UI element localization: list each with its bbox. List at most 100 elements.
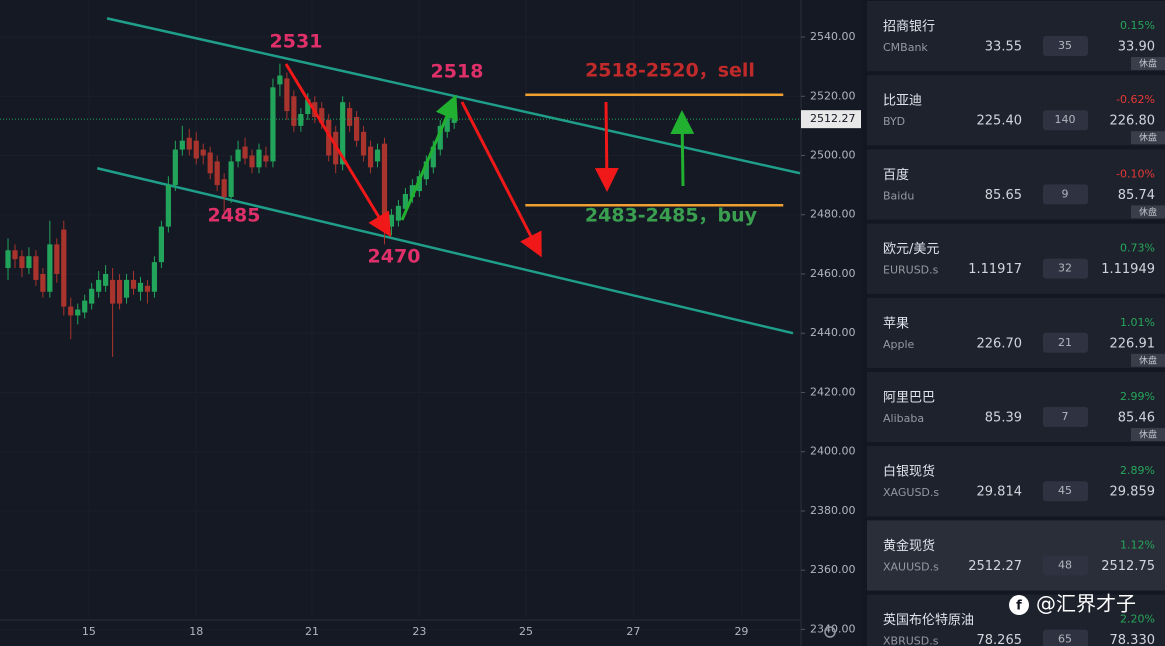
- annotation: 2485: [208, 205, 261, 227]
- watermark: f @汇界才子: [1009, 592, 1136, 616]
- arrows: [284, 63, 695, 258]
- watermark-text: @汇界才子: [1036, 592, 1136, 616]
- watchlist-row[interactable]: [867, 223, 1165, 294]
- candle-body: [26, 256, 32, 269]
- candle-body: [381, 143, 388, 221]
- volume: 140: [1055, 113, 1076, 126]
- bid: 33.55: [985, 40, 1022, 55]
- candle-body: [340, 102, 346, 165]
- candle-body: [151, 262, 158, 292]
- y-tick-label: 2500.00: [810, 149, 856, 162]
- trend-line: [96, 167, 794, 335]
- watchlist-row[interactable]: [867, 75, 1165, 146]
- arrow: [284, 63, 392, 238]
- candle-body: [298, 114, 304, 126]
- settings-icon[interactable]: [824, 626, 836, 638]
- annotation: 2470: [368, 246, 421, 268]
- watchlist-row[interactable]: [867, 446, 1165, 517]
- change: 2.89%: [1120, 464, 1155, 477]
- candle-body: [235, 149, 241, 162]
- x-tick-label: 23: [412, 625, 426, 638]
- candle-body: [354, 116, 360, 141]
- status: 休盘: [1139, 354, 1157, 366]
- bid: 85.39: [985, 411, 1022, 426]
- candle-body: [172, 149, 178, 186]
- candle-body: [228, 161, 234, 197]
- candle-body: [89, 288, 95, 304]
- candle-body: [270, 87, 276, 162]
- volume: 21: [1058, 336, 1072, 349]
- candle-body: [207, 152, 213, 174]
- candle-body: [68, 306, 74, 316]
- candle-body: [186, 137, 192, 150]
- volume: 9: [1062, 187, 1069, 200]
- candle-body: [116, 279, 123, 304]
- volume: 65: [1058, 633, 1072, 646]
- y-tick-label: 2440.00: [810, 326, 856, 339]
- ask: 78.330: [1110, 633, 1156, 646]
- watchlist-row[interactable]: [867, 297, 1165, 368]
- volume: 7: [1062, 410, 1069, 423]
- ask: 85.46: [1118, 411, 1155, 426]
- y-tick-label: 2340.00: [810, 622, 856, 635]
- arrow: [400, 94, 458, 221]
- bid: 2512.27: [968, 559, 1022, 574]
- volume-box: [1043, 36, 1088, 56]
- change: 1.12%: [1120, 538, 1155, 551]
- candle-body: [40, 273, 46, 292]
- y-tick-label: 2460.00: [810, 267, 856, 280]
- candle-body: [61, 229, 67, 307]
- watchlist-row[interactable]: [867, 372, 1165, 443]
- symbol-name: 黄金现货: [883, 538, 935, 554]
- volume-box: [1043, 332, 1088, 353]
- symbol-name: 招商银行: [883, 20, 935, 35]
- candle-body: [430, 146, 436, 168]
- volume-box: [1043, 184, 1088, 205]
- volume: 48: [1058, 558, 1072, 571]
- status-tag: [1131, 428, 1165, 441]
- volume-box: [1043, 258, 1088, 279]
- volume-box: [1043, 481, 1088, 502]
- symbol-code: CMBank: [883, 41, 928, 54]
- chart-background: [0, 0, 862, 646]
- candle-body: [444, 116, 450, 132]
- candle-body: [319, 108, 325, 123]
- candle-body: [221, 179, 227, 197]
- x-tick-label: 18: [189, 625, 203, 638]
- y-tick-label: 2360.00: [810, 563, 856, 576]
- volume: 32: [1058, 262, 1072, 275]
- candle-body: [284, 78, 290, 112]
- candle-body: [103, 273, 109, 286]
- status: 休盘: [1139, 206, 1157, 218]
- candle-body: [75, 309, 81, 316]
- last-price-tag: [801, 110, 861, 129]
- y-tick-label: 2380.00: [810, 504, 856, 517]
- arrow: [460, 101, 542, 258]
- annotation: 2531: [270, 31, 323, 53]
- change: -0.10%: [1116, 167, 1155, 180]
- status: 休盘: [1139, 429, 1157, 441]
- watchlist-row[interactable]: [867, 149, 1165, 220]
- y-tick-label: 2480.00: [810, 208, 856, 221]
- candle-body: [388, 214, 395, 227]
- x-tick-label: 15: [82, 625, 96, 638]
- candle-body: [367, 146, 374, 168]
- y-tick-label: 2520.00: [810, 89, 856, 102]
- candle-body: [402, 194, 409, 209]
- symbol-name: 英国布伦特原油: [883, 613, 974, 628]
- watchlist-row[interactable]: [867, 520, 1165, 591]
- symbol-code: Alibaba: [883, 412, 924, 425]
- ask: 1.11949: [1101, 262, 1155, 277]
- candle-body: [158, 226, 164, 263]
- symbol-code: Apple: [883, 338, 915, 351]
- candle-body: [395, 205, 402, 221]
- candle-body: [165, 185, 171, 227]
- bid: 225.40: [977, 114, 1023, 129]
- symbol-code: EURUSD.s: [883, 264, 939, 277]
- candle-body: [137, 282, 144, 292]
- candle-body: [200, 149, 206, 156]
- watchlist-row[interactable]: [867, 1, 1165, 72]
- annotation: 2483-2485，buy: [585, 205, 758, 227]
